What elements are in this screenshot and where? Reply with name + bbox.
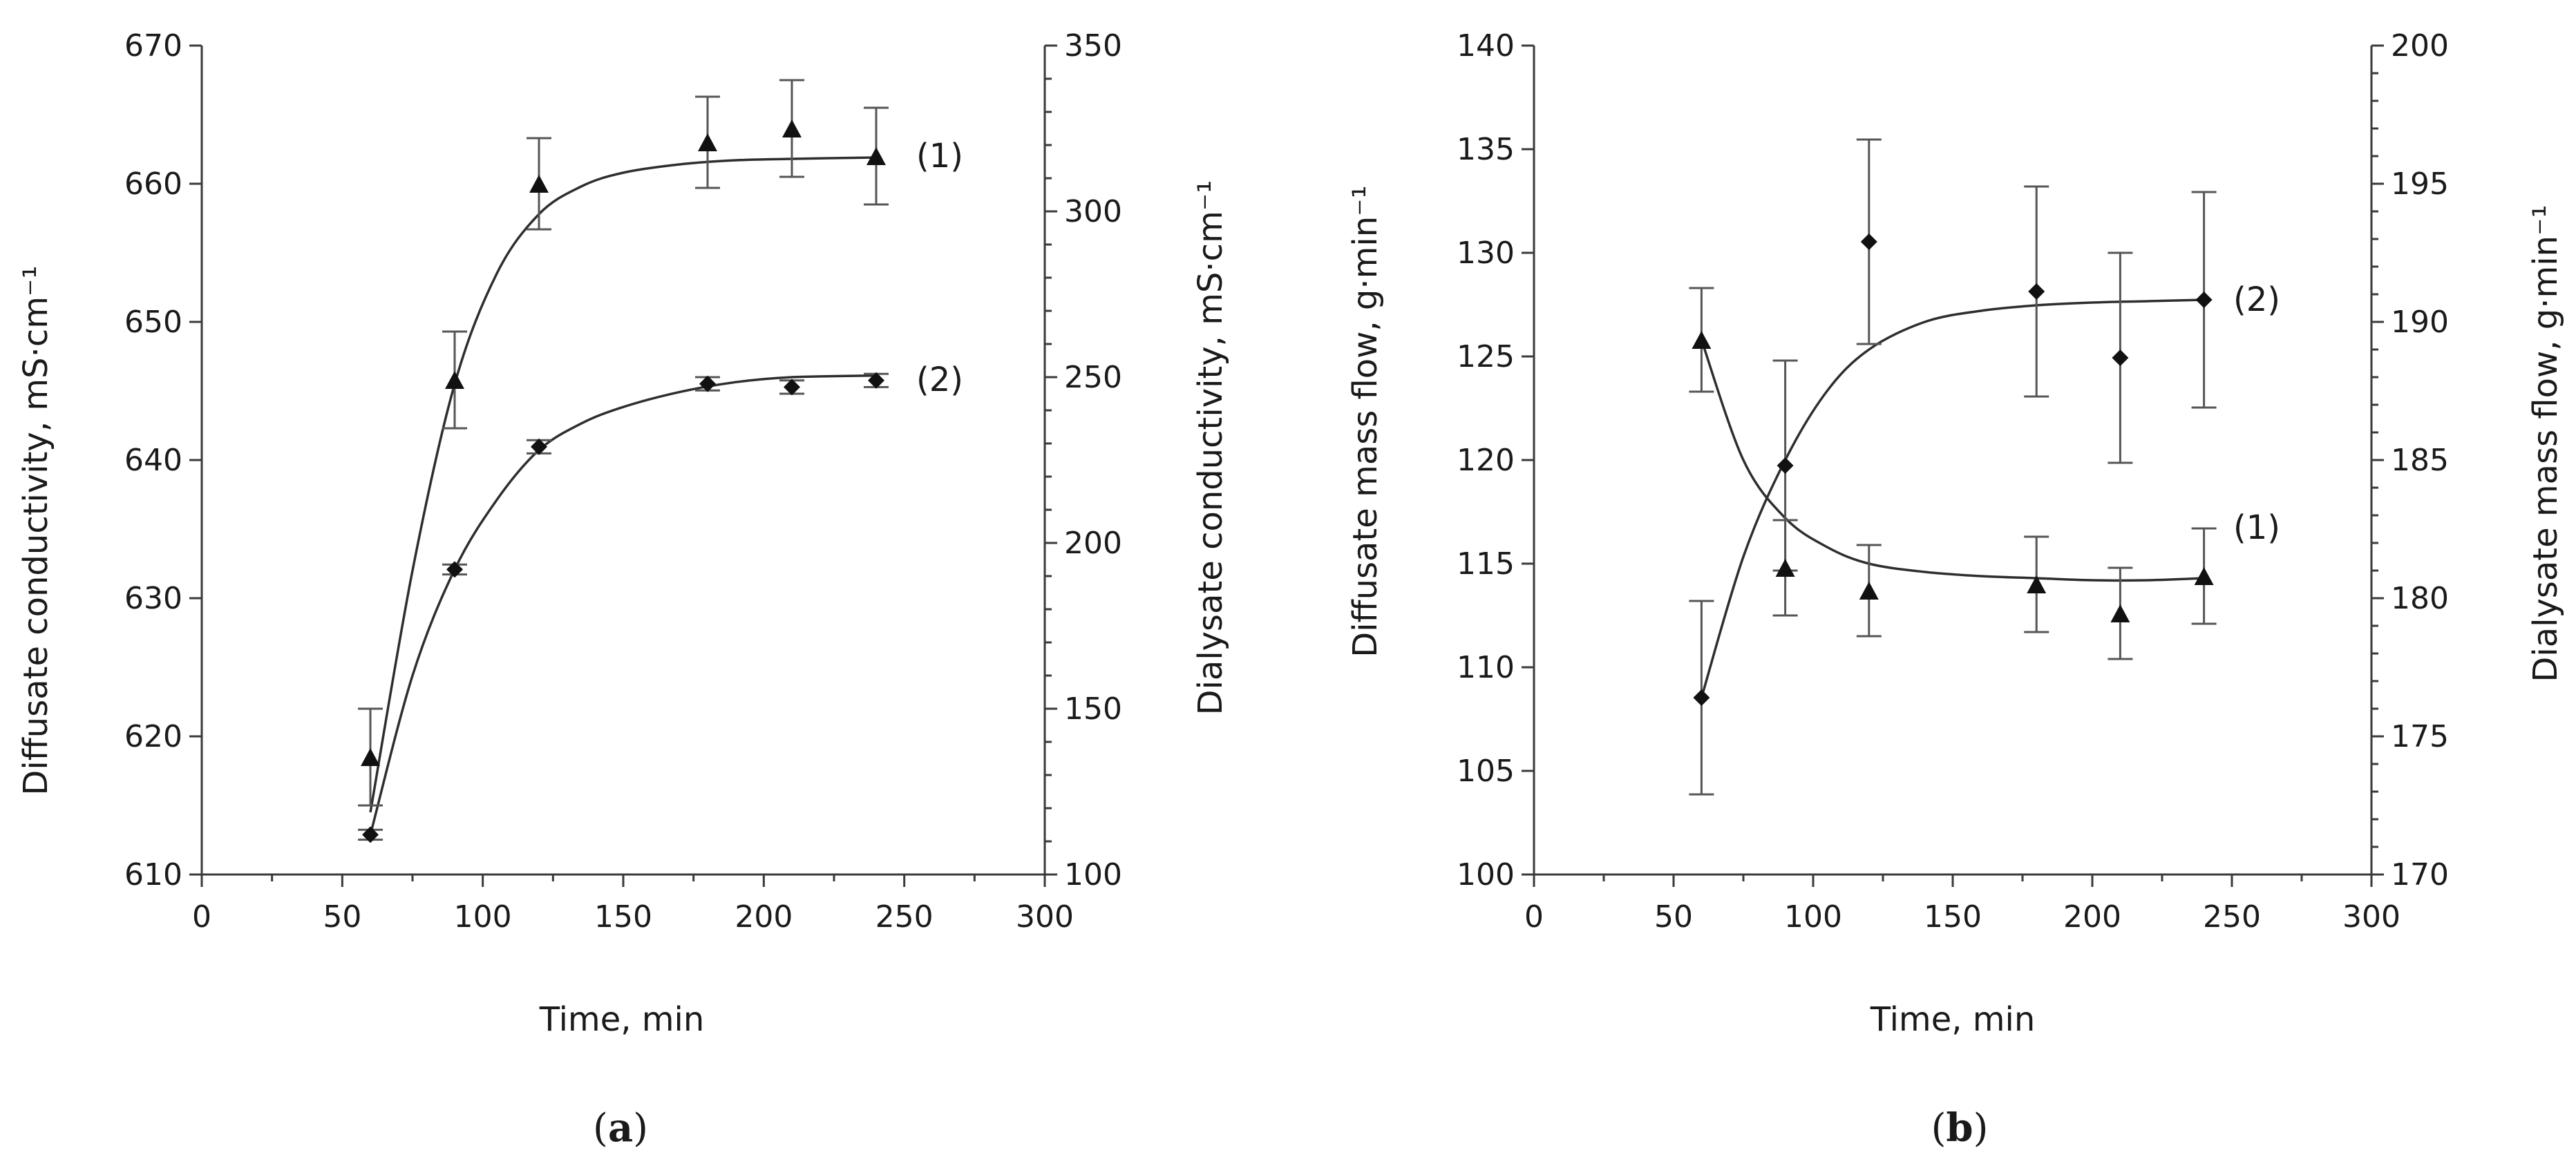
panel-a-series-1-marker [361,748,380,766]
panel-b-series-2-marker [2195,292,2213,308]
panel-b-left-y-tick-label: 100 [1457,857,1515,892]
panel-a-left-y-axis-label: Diffusate conductivity, mS·cm⁻¹ [17,265,55,795]
panel-a-tick-labels: 0 50 100 150 200 250 300 610 620 630 640 650 660 670 1… [124,28,1122,935]
panel-a-x-tick-label: 150 [594,899,652,935]
panel-a-series-2-label: (2) [916,361,963,399]
panel-b-x-tick-label: 50 [1654,899,1693,935]
panel-b-right-y-tick-label: 195 [2391,166,2449,202]
panel-a-series-2-marker [446,561,463,578]
panel-b-series-1-marker [2194,567,2214,585]
panel-b-series-2-marker [1777,457,1794,474]
panel-b-series-2-fit-curve [1700,298,2204,698]
panel-b: 0 50 100 150 200 250 300 100 105 110 115 120 125 130 1… [1346,28,2565,1151]
panel-a-series-1-marker [445,371,464,389]
panel-b-left-y-tick-label: 115 [1457,546,1515,582]
panel-b-right-y-tick-label: 185 [2391,443,2449,478]
panel-a-frame [189,44,1057,887]
panel-b-series-1-label: (1) [2233,508,2280,547]
panel-a-markers [361,120,886,843]
panel-b-x-tick-label: 200 [2063,899,2121,935]
panel-b-x-tick-label: 300 [2342,899,2400,935]
panel-a-series-1-fit-curve [369,156,877,813]
panel-a-series-2-marker [784,379,800,396]
panel-a-x-tick-label: 0 [192,899,211,935]
panel-b-series-1-marker [1775,559,1795,577]
panel-b-left-y-axis-label: Diffusate mass flow, g·min⁻¹ [1346,185,1385,657]
panel-a-series-1-marker [782,120,802,137]
panel-b-series-2-marker [1693,689,1710,706]
panel-b-right-y-tick-label: 170 [2391,857,2449,892]
panel-b-right-y-tick-label: 200 [2391,28,2449,64]
panel-a-caption-letter: a [608,1105,633,1151]
panel-a-series-1-marker [866,147,886,165]
panel-a-x-tick-label: 300 [1016,899,1074,935]
panel-b-caption-letter: b [1946,1105,1973,1151]
panel-a-series-1-marker [529,175,549,193]
panel-b-series-1-marker [1692,331,1712,349]
panel-b-error-bars [1689,138,2217,796]
panel-a-right-y-tick-label: 200 [1064,526,1122,561]
panel-a-left-y-tick-label: 660 [124,166,182,202]
panel-b-left-y-tick-label: 125 [1457,339,1515,374]
panel-b-x-tick-label: 100 [1784,899,1842,935]
panel-a-x-tick-label: 50 [323,899,361,935]
panel-b-series-1-marker [2027,575,2047,593]
panel-a-x-tick-label: 200 [735,899,793,935]
panel-a-left-y-tick-label: 620 [124,719,182,754]
panel-a-x-tick-label: 100 [454,899,512,935]
panel-a-x-tick-label: 250 [875,899,934,935]
panel-a-right-y-tick-label: 350 [1064,28,1122,64]
panel-a-left-y-tick-label: 670 [124,28,182,64]
panel-a-series-2-marker [868,372,884,389]
panel-a-series-2-fit-curve [369,374,877,835]
panel-b-x-axis-label: Time, min [1870,1000,2036,1039]
panel-a-error-bars [358,79,889,841]
panel-b-left-y-tick-label: 110 [1457,650,1515,685]
panel-b-x-tick-label: 250 [2203,899,2261,935]
panel-a: 0 50 100 150 200 250 300 610 620 630 640 650 660 670 1… [17,28,1230,1151]
panel-a-series-1-label: (1) [916,137,963,175]
panel-b-series-2-marker [1860,233,1877,250]
panel-a-right-y-tick-label: 250 [1064,360,1122,395]
panel-b-right-y-tick-label: 180 [2391,581,2449,616]
panel-b-left-y-tick-label: 130 [1457,236,1515,271]
panel-b-series-2-label: (2) [2233,280,2280,319]
panel-a-right-y-axis-label: Dialysate conductivity, mS·cm⁻¹ [1191,180,1230,716]
panel-a-right-y-tick-label: 100 [1064,857,1122,892]
panel-b-left-y-tick-label: 120 [1457,443,1515,478]
panel-b-left-y-tick-label: 140 [1457,28,1515,64]
panel-a-left-y-tick-label: 650 [124,305,182,340]
panel-b-x-tick-label: 150 [1924,899,1982,935]
panel-a-caption: (a) [593,1105,648,1151]
panel-b-series-1-marker [1859,582,1879,600]
panel-b-tick-labels: 0 50 100 150 200 250 300 100 105 110 115 120 125 130 1… [1457,28,2449,935]
panel-b-x-tick-label: 0 [1524,899,1544,935]
panel-b-right-y-axis-label: Dialysate mass flow, g·min⁻¹ [2526,204,2565,682]
panel-a-right-y-tick-label: 150 [1064,691,1122,727]
panel-b-series-2-marker [2112,350,2129,366]
panel-b-series-2-marker [2028,283,2045,300]
panel-b-left-y-tick-label: 135 [1457,132,1515,167]
panel-a-right-y-tick-label: 300 [1064,194,1122,229]
panel-b-series-1-marker [2110,604,2130,622]
panel-a-series-2-marker [531,438,547,455]
panel-b-fit-curves [1700,298,2204,698]
panel-a-series-2-marker [362,826,379,843]
panel-a-left-y-tick-label: 630 [124,581,182,616]
panel-b-right-y-tick-label: 190 [2391,305,2449,340]
panel-b-frame [1522,44,2384,887]
panel-a-fit-curves [369,156,877,835]
panel-a-series-2-marker [699,375,716,392]
panel-b-right-y-tick-label: 175 [2391,719,2449,754]
panel-b-markers [1692,233,2214,706]
panel-a-x-axis-label: Time, min [539,1000,705,1039]
panel-a-left-y-tick-label: 640 [124,443,182,478]
panel-a-left-y-tick-label: 610 [124,857,182,892]
panel-b-left-y-tick-label: 105 [1457,754,1515,789]
panel-a-series-1-marker [698,133,717,151]
panel-b-caption: (b) [1931,1105,1989,1151]
panel-b-series-1-fit-curve [1700,339,2204,582]
